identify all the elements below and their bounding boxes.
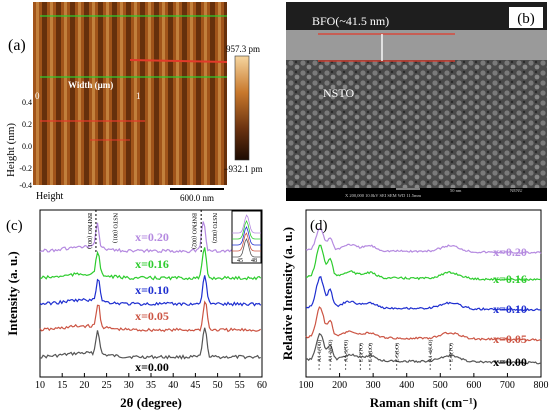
xrd-xtick-label: 60 <box>257 380 267 391</box>
raman-xtick-label: 700 <box>500 380 515 391</box>
xrd-peak-label: NSTO (001) <box>111 213 118 243</box>
raman-xtick-label: 400 <box>399 380 414 391</box>
xrd-inset-line <box>232 214 261 234</box>
xrd-xtick-label: 35 <box>146 380 156 391</box>
xrd-series-label: x=0.10 <box>135 283 169 297</box>
panel-a-label: (a) <box>8 37 26 54</box>
xrd-inset-line <box>232 238 261 258</box>
xrd-ylabel: Intensity (a. u.) <box>5 251 20 336</box>
panel-a: (a) Width (μm) 0 1 Height (nm) 0.4 0.2 0… <box>5 2 263 203</box>
xrd-xtick-label: 40 <box>168 380 178 391</box>
afm-ytick: -0.2 <box>19 164 32 173</box>
raman-xlabel: Raman shift (cm⁻¹) <box>370 395 478 410</box>
raman-mode-label: E-8(TO) <box>447 343 454 362</box>
xrd-xtick-label: 20 <box>79 380 89 391</box>
afm-inset-x1: 1 <box>136 91 141 101</box>
xrd-xtick-label: 50 <box>213 380 223 391</box>
panel-d: 100 200 300 400 500 600 700 800 Raman shift (cm⁻… <box>280 209 549 410</box>
sem-substrate <box>286 60 547 188</box>
raman-ylabel: Relative Intensity (a. u.) <box>280 227 295 360</box>
afm-scale-label: 600.0 nm <box>180 193 214 203</box>
afm-inset-label: Width (μm) <box>68 80 113 90</box>
xrd-peak-label: BNFMO (001) <box>86 213 93 249</box>
raman-series-label: x=0.16 <box>493 272 527 286</box>
xrd-series-line <box>39 247 262 281</box>
sem-info: X 200,000 10.0kV SEI SEM WD 11.5mm <box>345 193 422 199</box>
raman-mode-label: A1-2(LO) <box>327 340 334 362</box>
raman-chart: 100 200 300 400 500 600 700 800 Raman shift (cm⁻… <box>280 209 549 410</box>
xrd-inset-line <box>232 226 261 246</box>
afm-ytick: -0.4 <box>19 181 32 190</box>
sem-substrate-label: NSTO <box>323 86 354 100</box>
raman-series-label: x=0.05 <box>493 332 527 346</box>
raman-xtick-label: 100 <box>299 380 314 391</box>
xrd-series-label: x=0.00 <box>135 360 169 374</box>
afm-ytick: 0.2 <box>22 120 32 129</box>
afm-mode-label: Height <box>36 191 63 202</box>
xrd-inset-tick: 48 <box>251 258 257 264</box>
sem-film-label: BFO(~41.5 nm) <box>312 14 389 28</box>
raman-series-line <box>305 227 542 255</box>
raman-mode-label: E-3(TO) <box>357 343 364 362</box>
xrd-xlabel: 2θ (degree) <box>120 395 182 410</box>
xrd-xtick-label: 55 <box>235 380 245 391</box>
afm-colorbar <box>234 55 250 161</box>
raman-series-label: x=0.10 <box>493 302 527 316</box>
xrd-inset-line <box>232 232 261 252</box>
raman-xtick-label: 300 <box>366 380 381 391</box>
raman-xtick-label: 500 <box>433 380 448 391</box>
afm-colorbar-min: −932.1 pm <box>223 164 262 174</box>
raman-mode-label: A1-3(TO) <box>343 340 350 362</box>
raman-mode-label: E-4(LO) <box>367 343 374 362</box>
xrd-inset-line <box>232 220 261 240</box>
xrd-inset-tick: 45 <box>237 258 243 264</box>
afm-image <box>33 2 227 185</box>
raman-mode-label: A1-4(LO) <box>427 340 434 362</box>
raman-series-label: x=0.00 <box>493 355 527 369</box>
xrd-peak-label: BNFMO (002) <box>190 213 197 249</box>
xrd-xtick-label: 45 <box>190 380 200 391</box>
afm-ylabel: Height (nm) <box>5 123 17 177</box>
raman-xtick-label: 800 <box>534 380 549 391</box>
sem-film-layer <box>286 30 547 60</box>
raman-xtick-label: 200 <box>332 380 347 391</box>
raman-series-line <box>305 306 542 342</box>
afm-inset-x0: 0 <box>35 91 40 101</box>
xrd-series-label: x=0.16 <box>135 257 169 271</box>
raman-series-line <box>305 276 542 312</box>
xrd-series-line <box>39 300 262 333</box>
xrd-xtick-label: 30 <box>124 380 134 391</box>
xrd-series-line <box>40 327 261 360</box>
xrd-series-label: x=0.05 <box>135 309 169 323</box>
afm-ytick: 0.4 <box>22 98 32 107</box>
xrd-series-line <box>39 221 262 254</box>
sem-brand: NENU <box>510 188 523 193</box>
raman-mode-label: A1-1(TO) <box>316 340 323 362</box>
xrd-xtick-label: 15 <box>57 380 67 391</box>
panel-b-label: (b) <box>517 11 535 27</box>
panel-b: BFO(~41.5 nm) NSTO (b) X 200,000 10.0kV … <box>286 2 547 201</box>
afm-colorbar-max: 957.3 pm <box>226 44 260 54</box>
panel-c: 10 15 20 25 30 35 40 45 50 55 60 2θ (degree) Intensi… <box>5 209 267 410</box>
panel-d-label: (d) <box>310 218 328 234</box>
raman-series-line <box>306 244 542 282</box>
xrd-chart: 10 15 20 25 30 35 40 45 50 55 60 2θ (degree) Intensi… <box>5 209 267 410</box>
raman-mode-label: E-5(LO) <box>394 343 401 362</box>
xrd-xtick-label: 25 <box>102 380 112 391</box>
afm-line-red <box>129 59 228 63</box>
xrd-peak-label: NSTO (002) <box>211 213 218 243</box>
afm-ytick: 0.0 <box>22 142 32 151</box>
xrd-xtick-label: 10 <box>35 380 45 391</box>
raman-frame <box>305 209 542 378</box>
raman-series-label: x=0.20 <box>493 245 527 259</box>
sem-scale: 50 nm <box>450 188 462 193</box>
xrd-inset <box>231 210 262 264</box>
xrd-series-label: x=0.20 <box>135 230 169 244</box>
xrd-series-line <box>39 275 262 307</box>
panel-c-label: (c) <box>6 218 23 234</box>
raman-xtick-label: 600 <box>466 380 481 391</box>
